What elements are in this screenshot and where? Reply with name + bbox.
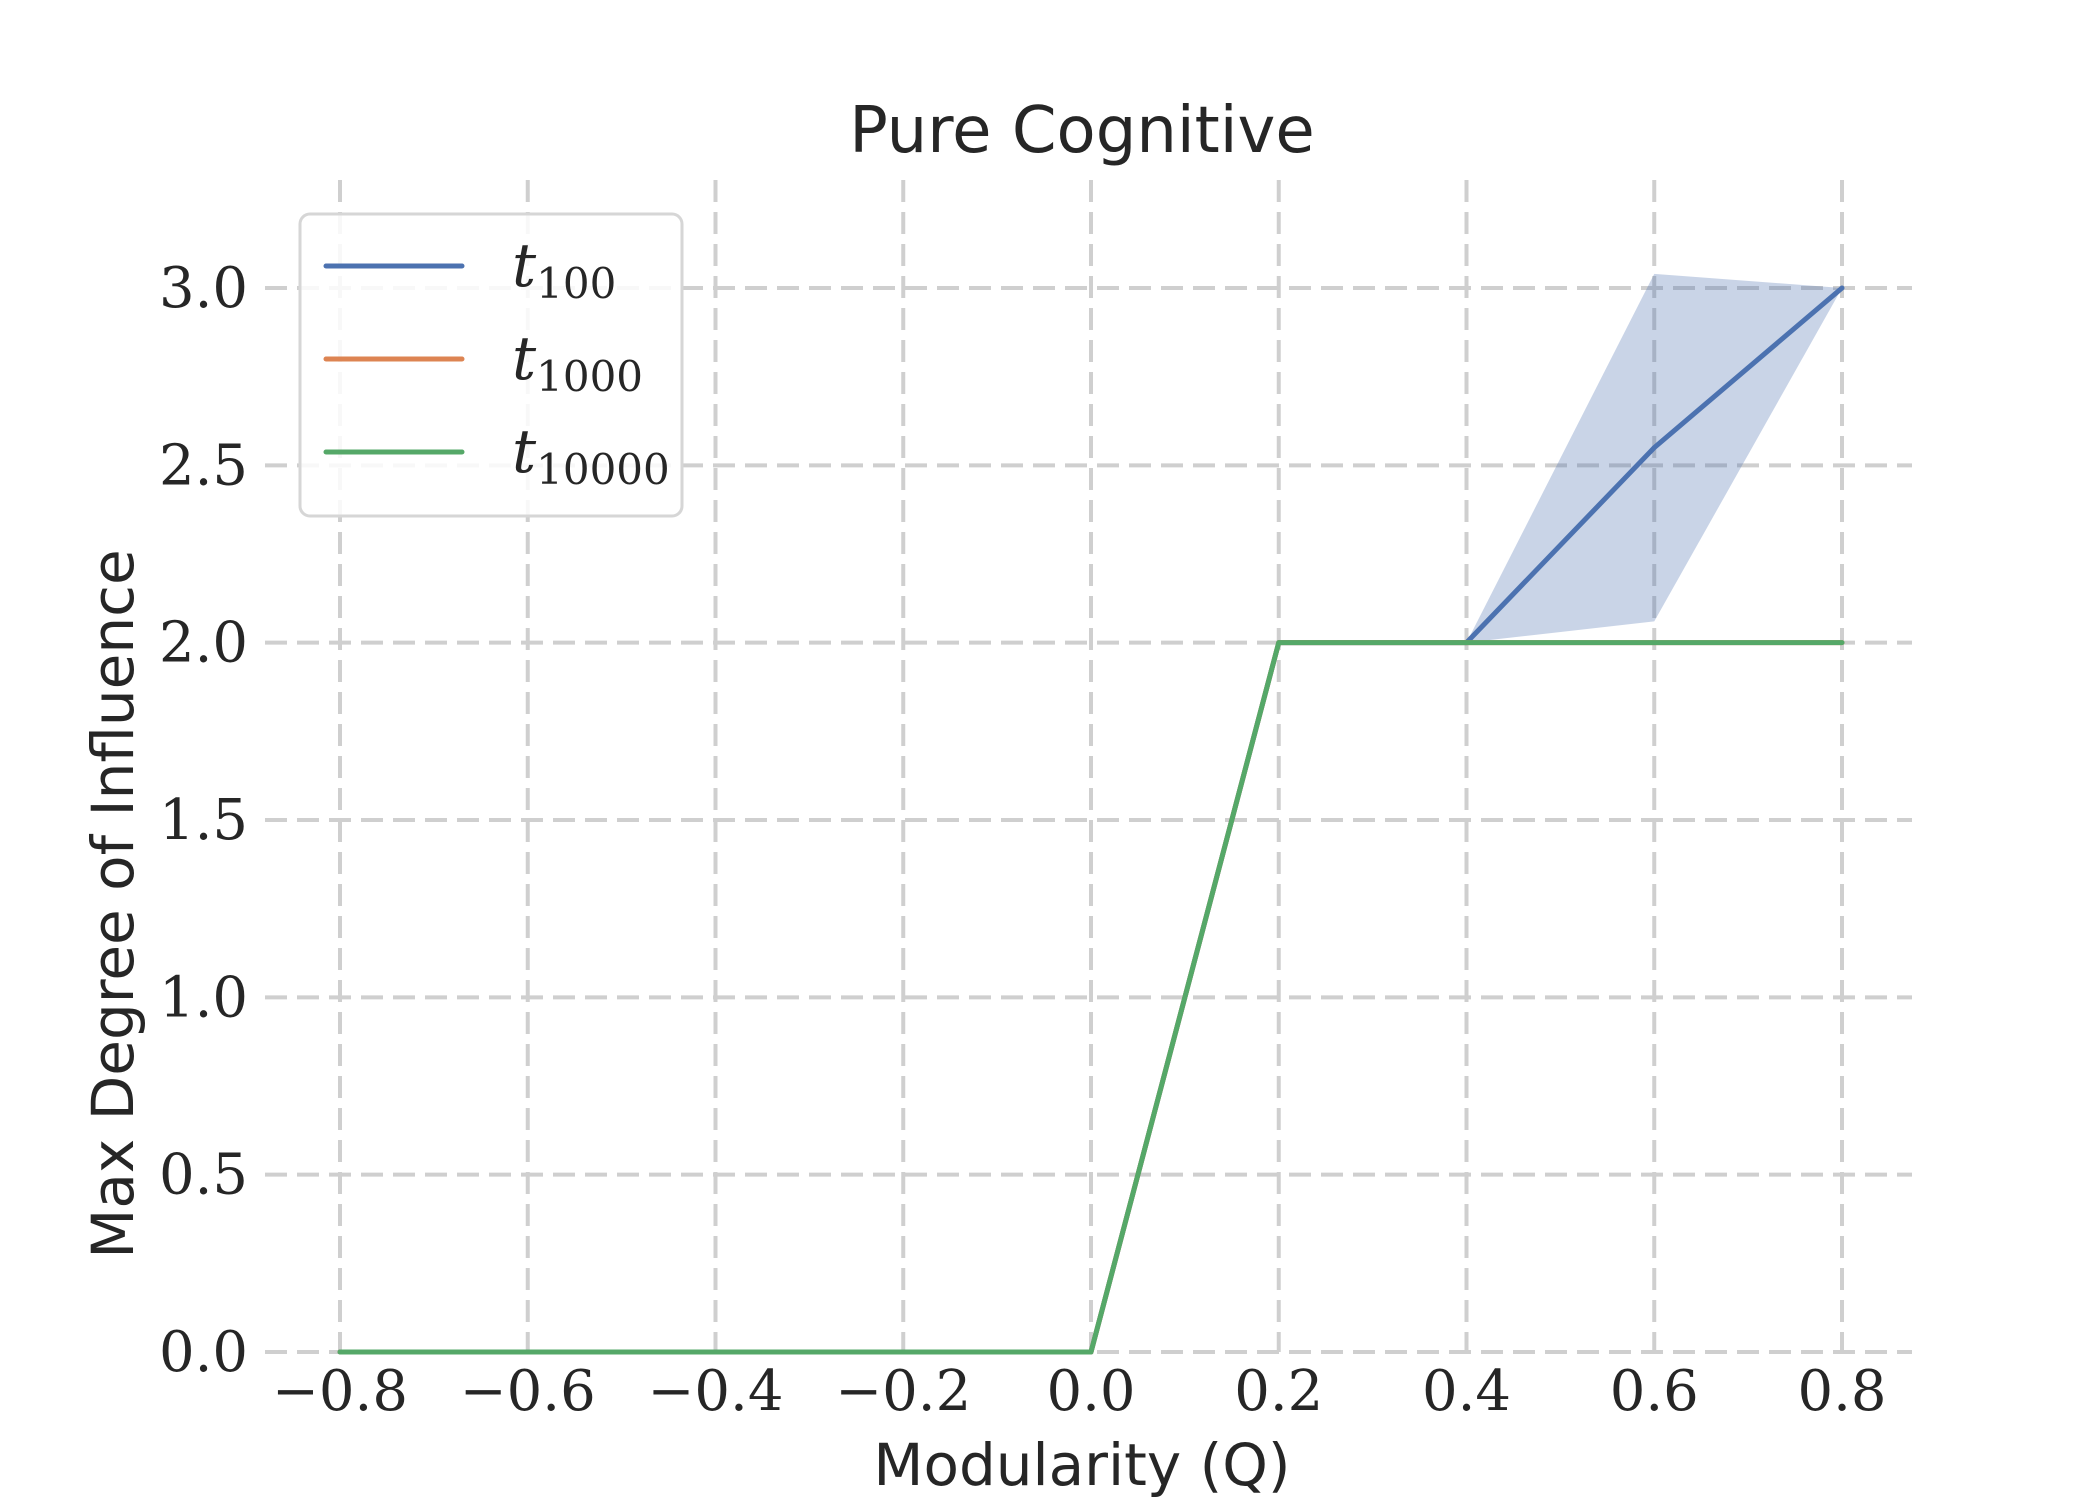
x-axis-label: Modularity (Q) [873, 1431, 1290, 1499]
x-tick-label: 0.6 [1610, 1359, 1699, 1424]
x-tick-label: −0.2 [835, 1359, 971, 1424]
y-axis-label: Max Degree of Influence [79, 549, 147, 1258]
x-tick-labels: −0.8 −0.6 −0.4 −0.2 0.0 0.2 0.4 0.6 0.8 [272, 1359, 1887, 1424]
y-tick-label: 1.0 [159, 965, 248, 1030]
y-tick-label: 0.0 [159, 1320, 248, 1385]
x-tick-label: 0.2 [1234, 1359, 1323, 1424]
x-tick-label: 0.0 [1046, 1359, 1135, 1424]
legend-label: t1000 [512, 324, 643, 401]
series-line-t10000 [337, 640, 1845, 1355]
chart-title: Pure Cognitive [849, 94, 1315, 168]
y-tick-label: 2.0 [159, 611, 248, 676]
legend-items: t100 t1000 t10000 [323, 231, 670, 494]
x-tick-label: 0.8 [1797, 1359, 1886, 1424]
legend: t100 t1000 t10000 [298, 212, 684, 518]
x-tick-label: −0.6 [460, 1359, 596, 1424]
y-tick-label: 2.5 [159, 433, 248, 498]
x-tick-label: 0.4 [1422, 1359, 1511, 1424]
y-tick-label: 1.5 [159, 788, 248, 853]
y-tick-labels: 0.0 0.5 1.0 1.5 2.0 2.5 3.0 [159, 256, 248, 1385]
x-tick-label: −0.8 [272, 1359, 408, 1424]
legend-label: t100 [512, 231, 616, 308]
legend-item-t1000: t1000 [323, 324, 643, 401]
series-lines [337, 285, 1845, 1355]
legend-item-t100: t100 [323, 231, 616, 308]
legend-item-t10000: t10000 [323, 417, 670, 494]
legend-label: t10000 [512, 417, 670, 494]
y-tick-label: 0.5 [159, 1143, 248, 1208]
y-tick-label: 3.0 [159, 256, 248, 321]
legend-frame [298, 212, 684, 518]
x-tick-label: −0.4 [648, 1359, 784, 1424]
